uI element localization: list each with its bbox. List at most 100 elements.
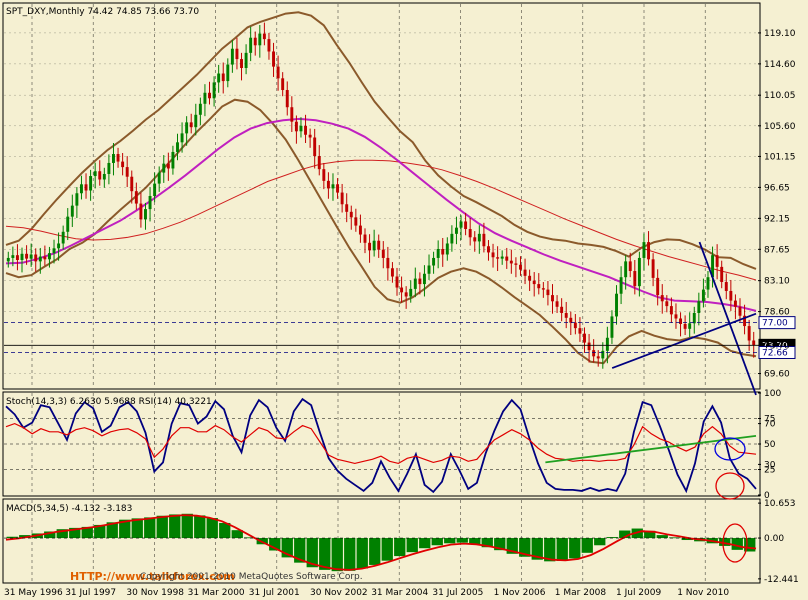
macd-bar — [269, 538, 281, 551]
candle-body — [601, 350, 605, 359]
candle-body — [38, 256, 42, 262]
macd-bar — [419, 538, 431, 549]
macd-bar — [394, 538, 406, 557]
y-tick-label: 0 — [764, 491, 770, 501]
macd-bar — [719, 538, 731, 546]
candle-body — [153, 183, 157, 196]
candle-body — [253, 37, 257, 46]
y-tick-label: 92.15 — [764, 214, 790, 224]
x-tick-label: 31 Jul 2001 — [249, 588, 300, 598]
y-tick-label: 30 — [764, 460, 776, 470]
candle-body — [43, 256, 47, 260]
y-tick-label: 0.00 — [764, 534, 784, 544]
candle-body — [176, 142, 179, 152]
candle-body — [112, 154, 115, 163]
candle-body — [262, 33, 266, 40]
price-markers: 77.00 73.7072.66 — [4, 316, 796, 359]
macd-bar — [744, 538, 756, 552]
price-marker-label: 72.66 — [762, 348, 788, 358]
macd-bar — [69, 527, 81, 539]
candle-body — [157, 172, 161, 184]
candle-body — [441, 248, 445, 255]
candle-body — [304, 125, 308, 135]
candle-body — [130, 176, 134, 192]
candle-body — [121, 161, 125, 168]
x-axis: 31 May 1996 31 Jul 1997 30 Nov 1998 31 Mar … — [4, 588, 729, 598]
price-panel — [2, 2, 761, 390]
candle-body — [619, 277, 623, 294]
candle-body — [541, 288, 545, 290]
candle-body — [166, 163, 170, 169]
candle-body — [326, 180, 330, 189]
x-tick-label: 1 Nov 2006 — [494, 588, 546, 598]
candle-body — [244, 52, 248, 68]
candle-body — [381, 249, 385, 258]
x-tick-label: 1 Jul 2009 — [616, 588, 661, 598]
candle-body — [102, 173, 106, 180]
price-marker-box — [758, 316, 796, 330]
candle-body — [564, 312, 568, 318]
candle-body — [427, 265, 431, 274]
candle-body — [134, 191, 138, 204]
candle-body — [203, 92, 207, 104]
candle-body — [358, 225, 362, 235]
y-tick-label: 100 — [764, 389, 781, 399]
candle-body — [473, 237, 477, 242]
candle-body — [75, 193, 79, 206]
candle-body — [340, 192, 344, 205]
macd-bar — [431, 538, 443, 546]
price-marker-label: 77.00 — [762, 319, 788, 329]
candle-body — [240, 59, 243, 68]
x-tick-label: 1 Mar 2008 — [555, 588, 607, 598]
macd-bar — [369, 538, 381, 565]
candle-body — [25, 253, 29, 259]
candle-body — [573, 322, 577, 329]
candle-body — [665, 301, 669, 307]
candle-body — [349, 211, 353, 218]
y-tick-label: 69.60 — [764, 370, 790, 380]
candle-body — [706, 277, 710, 290]
macd-bar — [294, 538, 306, 563]
macd-bar — [544, 538, 556, 562]
macd-bar — [669, 537, 681, 539]
candle-body — [491, 252, 495, 258]
candle-body — [281, 78, 285, 91]
candle-body — [336, 184, 340, 193]
candle-body — [258, 33, 262, 46]
candle-body — [409, 288, 413, 297]
macd-bar — [144, 517, 156, 539]
macd-bar — [281, 538, 293, 558]
macd-bar — [219, 522, 231, 539]
candle-body — [148, 196, 152, 210]
candle-body — [569, 317, 573, 323]
candle-body — [171, 151, 175, 169]
candle-body — [697, 301, 701, 313]
ma-long-line — [5, 159, 757, 281]
candle-body — [688, 323, 692, 329]
candle-body — [692, 312, 696, 324]
candle-body — [642, 242, 646, 258]
candle-body — [15, 255, 19, 260]
candle-body — [276, 66, 280, 79]
candle-body — [93, 171, 97, 177]
candle-body — [445, 243, 449, 255]
macd-bar — [306, 538, 318, 568]
candle-body — [436, 248, 440, 258]
candle-body — [372, 240, 376, 251]
macd-bar — [556, 538, 568, 562]
signal-line — [5, 514, 757, 571]
x-tick-label: 30 Nov 1998 — [126, 588, 184, 598]
x-tick-label: 31 Mar 2000 — [188, 588, 245, 598]
candle-body — [217, 73, 221, 83]
macd-bar — [681, 538, 693, 541]
candle-body — [578, 328, 582, 334]
candle-body — [450, 233, 454, 244]
candle-body — [514, 263, 518, 265]
candle-body — [368, 242, 372, 251]
candle-body — [249, 37, 253, 53]
candle-body — [523, 269, 527, 276]
price-y-axis: 119.10 114.60 110.05 105.60 101.15 96.65 92.15… — [4, 29, 796, 380]
annotation-circle-red-stoch — [715, 472, 745, 500]
x-tick-label: 31 Jul 1997 — [65, 588, 116, 598]
